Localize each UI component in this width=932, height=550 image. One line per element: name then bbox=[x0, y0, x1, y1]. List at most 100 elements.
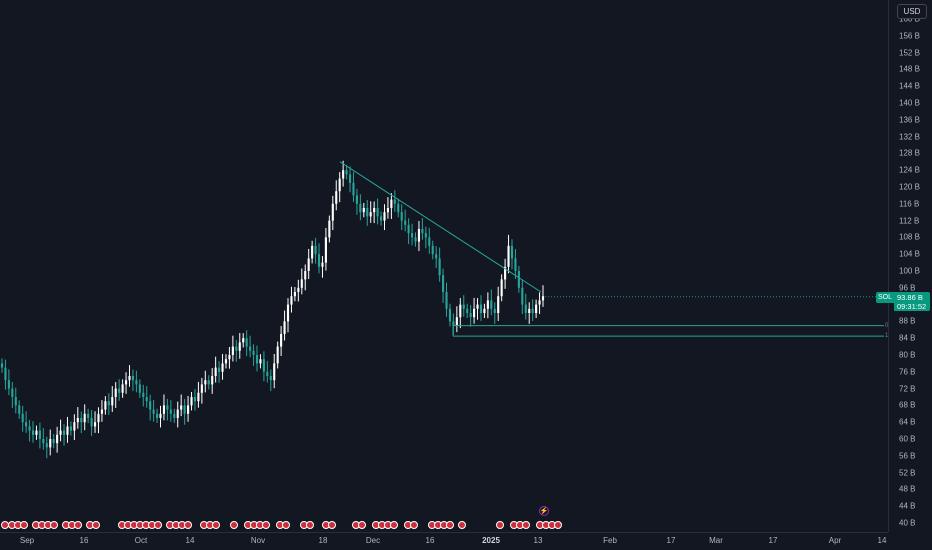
economic-event-icon[interactable] bbox=[328, 521, 336, 529]
candle-body bbox=[255, 355, 259, 364]
candle-body bbox=[283, 321, 286, 334]
candle-body bbox=[162, 405, 166, 414]
candle-body bbox=[142, 392, 145, 397]
lightning-icon[interactable]: ⚡ bbox=[539, 506, 549, 516]
candle-body bbox=[521, 287, 524, 305]
candle-body bbox=[311, 245, 314, 259]
price-tick: 132 B bbox=[899, 132, 920, 142]
price-tick: 140 B bbox=[899, 98, 920, 108]
candle-body bbox=[293, 292, 296, 297]
candle-body bbox=[166, 405, 169, 410]
candle-body bbox=[314, 245, 317, 255]
time-axis[interactable]: Sep 16 Oct 14 Nov 18 Dec 16 2025 13 Feb 17 Mar 17 Apr 1… bbox=[0, 532, 888, 550]
time-tick: 16 bbox=[79, 536, 89, 545]
trendline[interactable] bbox=[339, 161, 542, 293]
candle-body bbox=[252, 350, 255, 355]
candle-body bbox=[538, 300, 541, 305]
time-tick: Mar bbox=[709, 536, 723, 545]
candle-body bbox=[466, 308, 469, 313]
candle-body bbox=[486, 300, 489, 309]
economic-event-icon[interactable] bbox=[446, 521, 454, 529]
candlestick-chart[interactable] bbox=[0, 0, 888, 532]
candle-body bbox=[345, 170, 348, 175]
candle-body bbox=[49, 439, 52, 448]
candle-body bbox=[504, 266, 507, 280]
candle-body bbox=[100, 409, 103, 414]
candle-body bbox=[25, 422, 28, 427]
chart-pane[interactable] bbox=[0, 0, 888, 532]
candle-body bbox=[390, 199, 393, 208]
candle-body bbox=[473, 308, 476, 318]
candle-body bbox=[304, 271, 307, 280]
candle-body bbox=[373, 208, 376, 213]
economic-event-icon[interactable] bbox=[50, 521, 58, 529]
price-tick: 40 B bbox=[899, 518, 916, 528]
candle-body bbox=[80, 418, 83, 423]
candle-body bbox=[114, 388, 117, 397]
economic-event-icon[interactable] bbox=[154, 521, 162, 529]
candle-body bbox=[56, 434, 59, 444]
price-tick: 100 B bbox=[899, 266, 920, 276]
candle-body bbox=[207, 380, 210, 385]
candle-body bbox=[224, 359, 228, 364]
economic-event-icon[interactable] bbox=[410, 521, 418, 529]
candle-body bbox=[497, 296, 500, 313]
candle-body bbox=[218, 367, 221, 372]
economic-event-icon[interactable] bbox=[262, 521, 270, 529]
price-axis[interactable]: 160 B 156 B 152 B 148 B 144 B 140 B 136 B 132 B… bbox=[888, 0, 932, 532]
currency-button[interactable]: USD bbox=[897, 4, 927, 19]
candle-body bbox=[235, 346, 238, 351]
last-price-label: 93.86 B 09:31:52 bbox=[894, 292, 930, 311]
time-tick: Feb bbox=[603, 536, 617, 545]
candle-body bbox=[173, 413, 176, 418]
time-tick: 16 bbox=[425, 536, 435, 545]
economic-event-icon[interactable] bbox=[92, 521, 100, 529]
time-tick: 14 bbox=[185, 536, 195, 545]
economic-event-icon[interactable] bbox=[358, 521, 366, 529]
economic-event-icon[interactable] bbox=[496, 521, 504, 529]
candle-body bbox=[428, 237, 431, 246]
candle-body bbox=[476, 304, 479, 309]
economic-event-icon[interactable] bbox=[554, 521, 562, 529]
economic-event-icon[interactable] bbox=[212, 521, 220, 529]
candle-body bbox=[435, 254, 438, 259]
level-label: 0 bbox=[885, 322, 889, 329]
economic-event-icon[interactable] bbox=[522, 521, 530, 529]
candle-body bbox=[404, 220, 407, 225]
economic-event-icon[interactable] bbox=[20, 521, 28, 529]
economic-event-icon[interactable] bbox=[282, 521, 290, 529]
candle-body bbox=[200, 384, 203, 393]
bar-countdown: 09:31:52 bbox=[897, 302, 927, 311]
candle-body bbox=[66, 426, 69, 435]
candle-body bbox=[62, 430, 66, 435]
candle-body bbox=[300, 279, 303, 288]
economic-event-icon[interactable] bbox=[458, 521, 466, 529]
economic-event-icon[interactable] bbox=[306, 521, 314, 529]
economic-event-icon[interactable] bbox=[184, 521, 192, 529]
candle-body bbox=[193, 397, 197, 402]
candle-body bbox=[124, 380, 128, 385]
candle-body bbox=[431, 245, 434, 255]
candle-body bbox=[438, 258, 441, 276]
candle-body bbox=[42, 439, 45, 444]
candle-body bbox=[128, 376, 131, 381]
time-tick: Apr bbox=[828, 536, 842, 545]
price-tick: 88 B bbox=[899, 316, 916, 326]
candle-body bbox=[331, 203, 334, 221]
candle-body bbox=[514, 258, 517, 271]
candle-body bbox=[83, 413, 86, 423]
candle-body bbox=[273, 363, 276, 381]
candle-body bbox=[507, 245, 510, 267]
price-tick: 68 B bbox=[899, 400, 916, 410]
candle-body bbox=[52, 439, 55, 444]
candle-body bbox=[500, 279, 503, 297]
economic-event-icon[interactable] bbox=[74, 521, 82, 529]
candle-body bbox=[328, 220, 331, 238]
candle-body bbox=[242, 338, 245, 343]
economic-event-icon[interactable] bbox=[390, 521, 398, 529]
candle-body bbox=[104, 401, 107, 410]
candle-body bbox=[407, 224, 410, 234]
economic-event-icon[interactable] bbox=[230, 521, 238, 529]
candle-body bbox=[269, 376, 272, 381]
price-tick: 96 B bbox=[899, 283, 916, 293]
